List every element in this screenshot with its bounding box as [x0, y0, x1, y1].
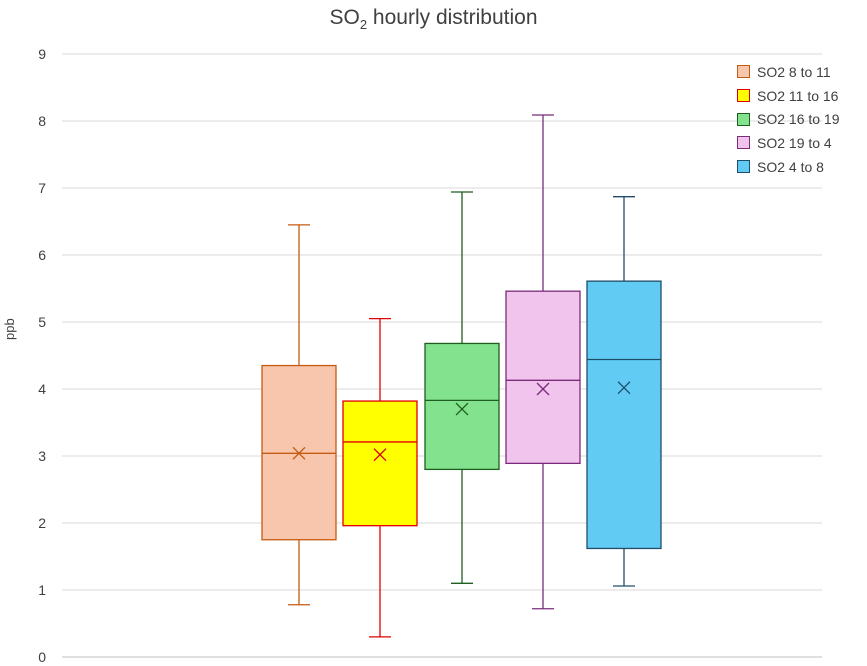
iqr-box: [586, 280, 662, 550]
y-tick-labels: 0 1 2 3 4 5 6 7 8 9: [38, 46, 46, 665]
legend-swatch: [737, 65, 750, 79]
box-series: [261, 114, 662, 638]
legend-item: SO2 19 to 4: [737, 131, 840, 155]
mean-marker: [455, 402, 469, 416]
legend-label: SO2 11 to 16: [757, 87, 839, 104]
box-5: [586, 196, 662, 587]
mean-marker: [617, 381, 631, 395]
legend-label: SO2 19 to 4: [757, 134, 832, 151]
legend-label: SO2 16 to 19: [757, 111, 840, 128]
y-tick-label: 4: [38, 381, 46, 397]
y-tick-label: 5: [38, 314, 46, 330]
y-tick-label: 3: [38, 448, 46, 464]
legend-item: SO2 16 to 19: [737, 107, 840, 131]
y-tick-label: 0: [38, 649, 46, 665]
iqr-box: [505, 290, 581, 465]
mean-marker: [536, 382, 550, 396]
y-tick-label: 9: [38, 46, 46, 62]
legend-swatch: [737, 136, 750, 150]
chart-title: SO2 hourly distribution: [329, 6, 538, 33]
legend-swatch: [737, 160, 750, 174]
legend-label: SO2 8 to 11: [757, 63, 831, 80]
box-2: [342, 317, 418, 638]
legend-item: SO2 11 to 16: [737, 84, 840, 108]
box-3: [424, 191, 500, 584]
legend-swatch: [737, 89, 750, 103]
y-tick-label: 8: [38, 113, 46, 129]
gridlines: [62, 53, 822, 658]
iqr-box: [342, 400, 418, 527]
box-1: [261, 224, 337, 606]
iqr-box: [424, 342, 500, 471]
y-tick-label: 7: [38, 180, 46, 196]
y-tick-label: 6: [38, 247, 46, 263]
box-4: [505, 114, 581, 610]
legend-item: SO2 8 to 11: [737, 60, 840, 84]
legend-swatch: [737, 112, 750, 126]
mean-marker: [373, 448, 387, 462]
legend: SO2 8 to 11 SO2 11 to 16 SO2 16 to 19 SO2 1…: [737, 60, 840, 178]
legend-label: SO2 4 to 8: [757, 158, 824, 175]
y-tick-label: 1: [38, 582, 46, 598]
y-tick-label: 2: [38, 515, 46, 531]
legend-item: SO2 4 to 8: [737, 155, 840, 179]
mean-marker: [292, 446, 306, 460]
